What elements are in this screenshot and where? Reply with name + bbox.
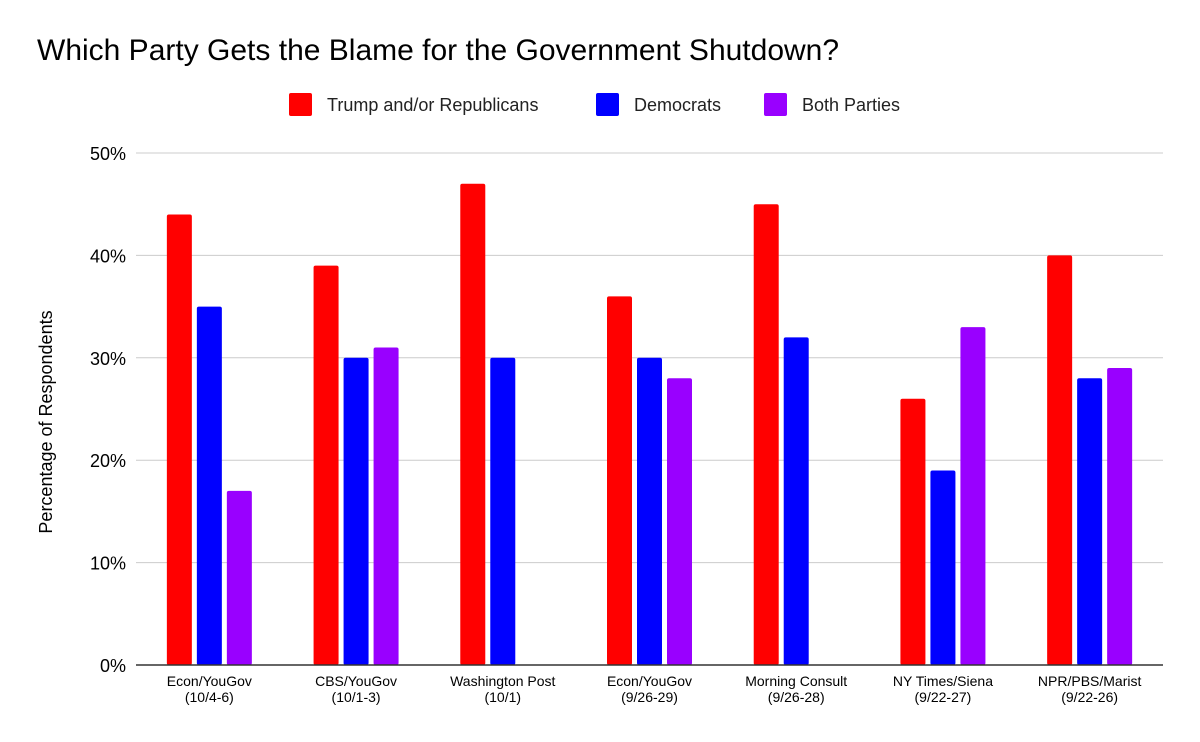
bar-both-parties (667, 378, 692, 665)
bar-both-parties (373, 347, 399, 665)
legend-swatch (596, 93, 619, 116)
x-tick-label: (10/4-6) (185, 689, 234, 705)
legend-label: Trump and/or Republicans (327, 95, 538, 115)
bar-trump-and-or-republicans (313, 265, 339, 665)
bars-layer (166, 183, 1133, 665)
legend-label: Both Parties (802, 95, 900, 115)
legend-swatch (289, 93, 312, 116)
y-tick-label: 0% (100, 656, 126, 676)
bar-trump-and-or-republicans (1047, 255, 1073, 665)
bar-democrats (196, 306, 222, 665)
x-tick-label: Econ/YouGov (607, 673, 692, 689)
y-tick-label: 30% (90, 349, 126, 369)
chart-title: Which Party Gets the Blame for the Gover… (37, 34, 840, 67)
bar-both-parties (226, 490, 252, 665)
y-tick-label: 40% (90, 246, 126, 266)
legend: Trump and/or Republicans Democrats Both Pa… (289, 93, 900, 116)
x-tick-label: (10/1-3) (332, 689, 381, 705)
x-tick-label: (9/22-26) (1061, 689, 1118, 705)
x-tick-label: (10/1) (484, 689, 521, 705)
y-tick-label: 20% (90, 451, 126, 471)
bar-trump-and-or-republicans (166, 214, 192, 665)
bar-trump-and-or-republicans (460, 183, 486, 665)
bar-democrats (637, 357, 662, 665)
x-tick-label: NY Times/Siena (893, 673, 993, 689)
x-tick-label: Econ/YouGov (167, 673, 252, 689)
legend-swatch (764, 93, 787, 116)
x-tick-label: (9/26-29) (621, 689, 678, 705)
x-tick-label: CBS/YouGov (315, 673, 397, 689)
bar-trump-and-or-republicans (753, 204, 779, 665)
bar-trump-and-or-republicans (900, 398, 926, 665)
x-tick-label: Washington Post (450, 673, 555, 689)
bar-democrats (490, 357, 516, 665)
bar-democrats (343, 357, 369, 665)
x-tick-label: (9/26-28) (768, 689, 825, 705)
bar-democrats (930, 470, 956, 665)
x-tick-label: (9/22-27) (915, 689, 972, 705)
legend-label: Democrats (634, 95, 721, 115)
bar-both-parties (960, 327, 986, 665)
bar-both-parties (1107, 368, 1133, 665)
axis-layer: 0%10%20%30%40%50%Econ/YouGov(10/4-6)CBS/… (90, 144, 1163, 705)
bar-trump-and-or-republicans (607, 296, 632, 665)
bar-democrats (783, 337, 809, 665)
y-tick-label: 10% (90, 554, 126, 574)
x-tick-label: Morning Consult (745, 673, 847, 689)
x-tick-label: NPR/PBS/Marist (1038, 673, 1142, 689)
y-axis-label: Percentage of Respondents (36, 310, 56, 533)
y-tick-label: 50% (90, 144, 126, 164)
bar-democrats (1077, 378, 1103, 665)
